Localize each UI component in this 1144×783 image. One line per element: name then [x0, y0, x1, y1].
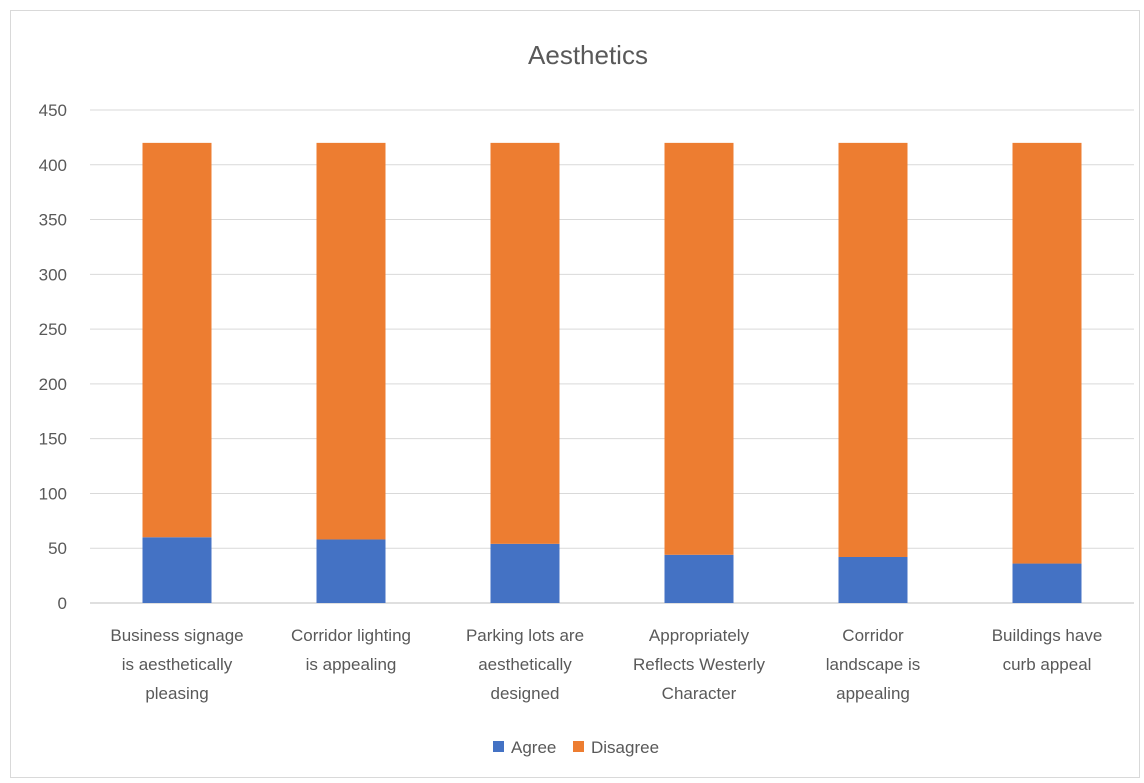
y-tick-label: 150: [39, 430, 67, 449]
x-category-label: Appropriately Reflects Westerly Character: [633, 626, 765, 703]
y-tick-label: 0: [58, 594, 67, 613]
y-tick-label: 50: [48, 539, 67, 558]
legend-label-disagree: Disagree: [591, 738, 659, 757]
y-tick-label: 350: [39, 211, 67, 230]
bar-agree-1: [316, 539, 386, 603]
x-category-label-line: landscape is: [826, 655, 921, 674]
x-category-label-line: designed: [490, 684, 559, 703]
x-category-label-line: is aesthetically: [122, 655, 233, 674]
x-category-label-line: Corridor lighting: [291, 626, 411, 645]
bar-disagree-4: [838, 142, 908, 557]
legend-label-agree: Agree: [511, 738, 556, 757]
x-category-label-line: Reflects Westerly: [633, 655, 765, 674]
x-axis-labels: Business signage is aesthetically pleasing…: [110, 626, 1102, 703]
bar-agree-4: [838, 556, 908, 603]
x-category-label: Corridor landscape is appealing: [826, 626, 921, 703]
x-category-label-line: Buildings have: [992, 626, 1103, 645]
x-category-label: Buildings have curb appeal: [992, 626, 1103, 674]
bar-agree-0: [142, 537, 212, 603]
y-tick-label: 300: [39, 265, 67, 284]
y-tick-label: 250: [39, 320, 67, 339]
chart-title: Aesthetics: [528, 40, 648, 70]
bars: [142, 142, 1082, 603]
x-category-label-line: pleasing: [145, 684, 208, 703]
x-category-label: Corridor lighting is appealing: [291, 626, 411, 674]
legend-swatch-agree: [493, 741, 504, 752]
bar-disagree-3: [664, 142, 734, 555]
y-tick-label: 200: [39, 375, 67, 394]
y-tick-label: 400: [39, 156, 67, 175]
x-category-label-line: Appropriately: [649, 626, 750, 645]
y-tick-label: 100: [39, 484, 67, 503]
bar-disagree-1: [316, 142, 386, 540]
y-tick-label: 450: [39, 101, 67, 120]
x-category-label-line: Parking lots are: [466, 626, 584, 645]
bar-agree-5: [1012, 563, 1082, 603]
bar-agree-2: [490, 543, 560, 603]
legend: Agree Disagree: [493, 738, 659, 757]
x-category-label-line: Business signage: [110, 626, 243, 645]
gridlines: [90, 109, 1134, 604]
x-category-label-line: Corridor: [842, 626, 904, 645]
x-category-label-line: is appealing: [306, 655, 397, 674]
bar-disagree-0: [142, 142, 212, 538]
x-category-label: Business signage is aesthetically pleasing: [110, 626, 243, 703]
y-axis-ticks: 0 50 100 150 200 250 300 350 400 450: [39, 101, 67, 613]
x-category-label: Parking lots are aesthetically designed: [466, 626, 584, 703]
bar-agree-3: [664, 554, 734, 603]
bar-disagree-2: [490, 142, 560, 544]
x-category-label-line: Character: [662, 684, 737, 703]
x-category-label-line: curb appeal: [1003, 655, 1092, 674]
x-category-label-line: appealing: [836, 684, 910, 703]
x-category-label-line: aesthetically: [478, 655, 572, 674]
legend-swatch-disagree: [573, 741, 584, 752]
bar-disagree-5: [1012, 142, 1082, 564]
